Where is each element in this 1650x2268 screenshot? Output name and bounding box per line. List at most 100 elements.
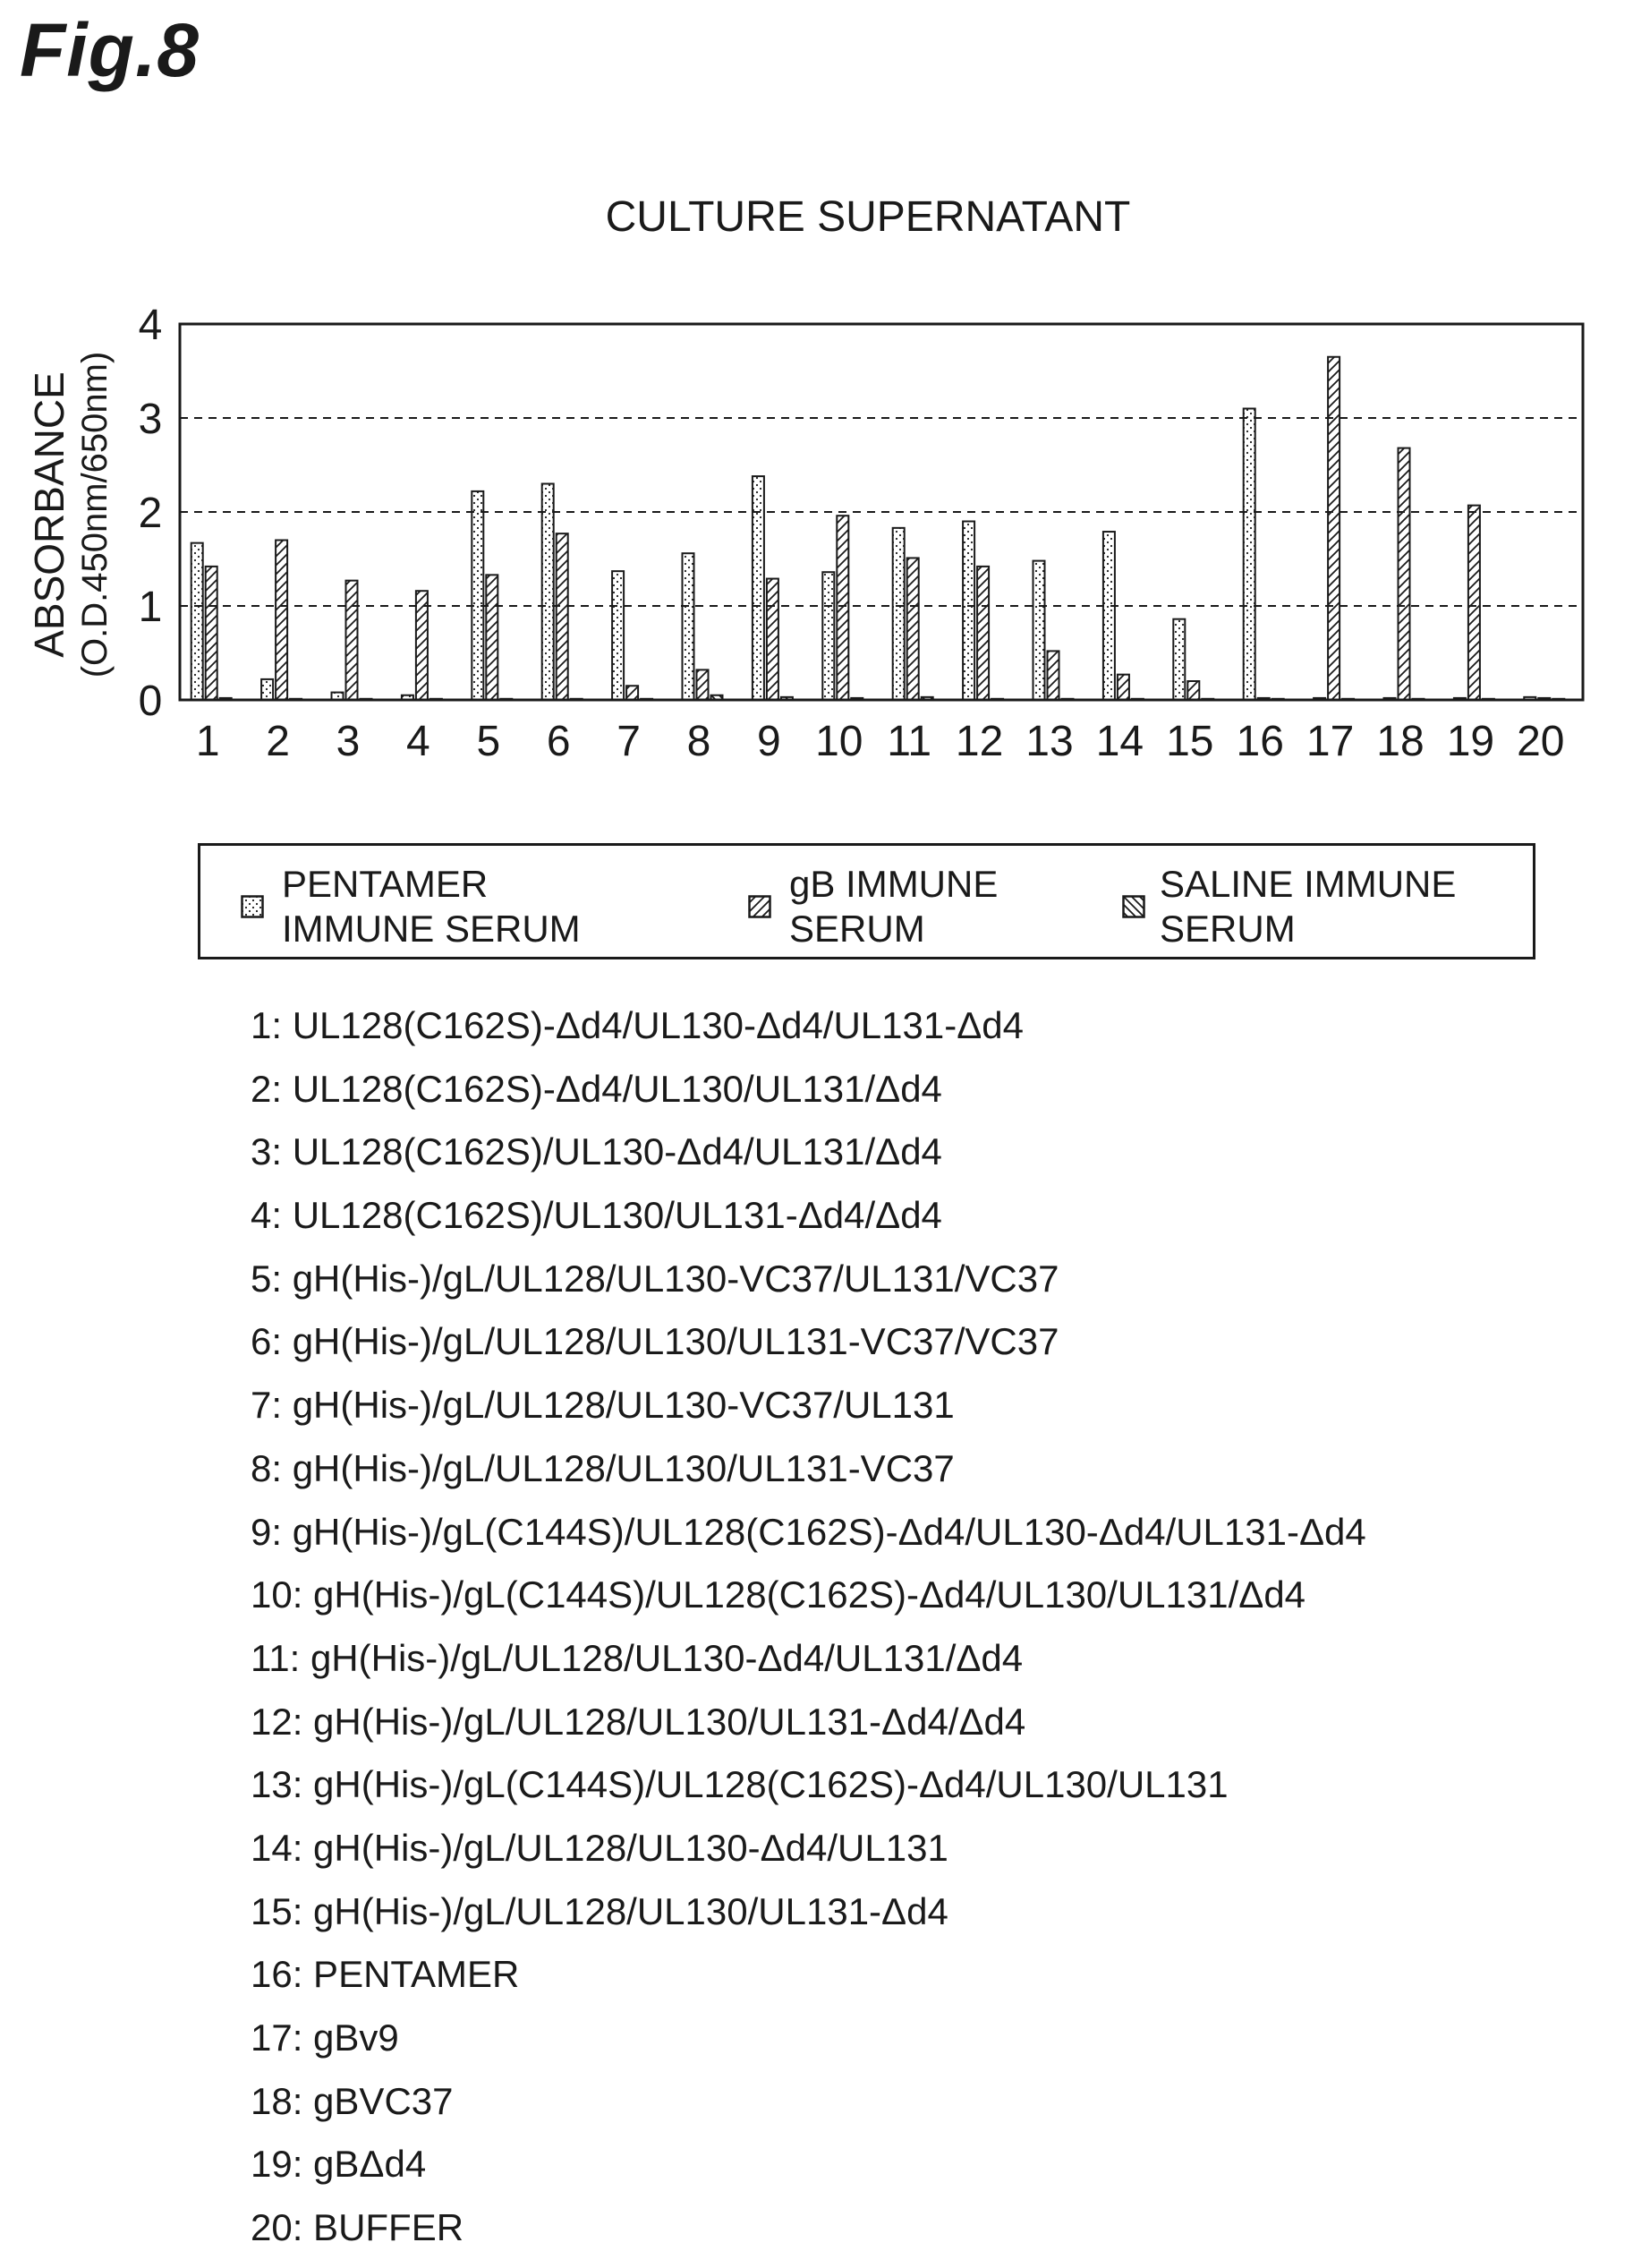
legend-swatch-crosshatch-icon	[1122, 895, 1145, 918]
sample-key-item: 18: gBVC37	[251, 2079, 454, 2122]
bar-pentamer	[1172, 618, 1186, 702]
bar-gb	[1256, 696, 1271, 702]
bar-saline	[1411, 697, 1425, 701]
y-tick-label: 4	[139, 302, 163, 349]
x-tick-label: 20	[1517, 718, 1564, 765]
bar-gb	[275, 539, 289, 701]
bar-gb	[1327, 355, 1341, 701]
bar-saline	[1130, 697, 1144, 701]
x-tick-label: 7	[617, 718, 641, 765]
bar-pentamer	[1523, 695, 1537, 701]
bar-pentamer	[751, 475, 765, 701]
bar-gb	[1537, 696, 1552, 702]
y-axis-label-units: (O.D.450nm/650nm)	[75, 352, 115, 678]
y-tick-label: 2	[139, 490, 163, 537]
sample-key-item: 10: gH(His-)/gL(C144S)/UL128(C162S)-Δd4/…	[251, 1573, 1306, 1616]
x-tick-label: 18	[1376, 718, 1424, 765]
sample-key-item: 20: BUFFER	[251, 2206, 464, 2249]
y-tick-label: 3	[139, 396, 163, 443]
bar-saline	[640, 697, 654, 701]
bar-gb	[485, 574, 499, 701]
sample-key-list: 1: UL128(C162S)-Δd4/UL130-Δd4/UL131-Δd4 …	[251, 1002, 1366, 2268]
sample-key-item: 2: UL128(C162S)-Δd4/UL130/UL131/Δd4	[251, 1067, 942, 1110]
legend-label: SERUM	[789, 908, 925, 950]
bar-gb	[765, 577, 779, 701]
sample-key-item: 11: gH(His-)/gL/UL128/UL130-Δd4/UL131/Δd…	[251, 1636, 1024, 1679]
x-tick-label: 4	[406, 718, 430, 765]
x-tick-label: 11	[887, 718, 931, 765]
bar-saline	[1552, 697, 1566, 701]
bar-gb	[695, 669, 710, 702]
bar-saline	[1060, 697, 1075, 701]
x-tick-label: 8	[687, 718, 711, 765]
legend-label: SERUM	[1160, 908, 1296, 950]
x-tick-label: 3	[336, 718, 361, 765]
bar-pentamer	[330, 691, 344, 701]
bar-gb	[976, 565, 991, 702]
sample-key-item: 12: gH(His-)/gL/UL128/UL130/UL131-Δd4/Δd…	[251, 1700, 1026, 1743]
chart-title: CULTURE SUPERNATANT	[606, 193, 1131, 241]
bar-pentamer	[1101, 531, 1116, 701]
bar-pentamer	[1032, 559, 1046, 701]
sample-key-item: 8: gH(His-)/gL/UL128/UL130/UL131-VC37	[251, 1446, 955, 1489]
sample-key-item: 15: gH(His-)/gL/UL128/UL130/UL131-Δd4	[251, 1889, 948, 1932]
sample-key-item: 3: UL128(C162S)/UL130-Δd4/UL131/Δd4	[251, 1130, 942, 1173]
bar-saline	[499, 697, 514, 701]
sample-key-item: 1: UL128(C162S)-Δd4/UL130-Δd4/UL131-Δd4	[251, 1004, 1024, 1046]
bar-gb	[1046, 650, 1060, 702]
sample-key-item: 19: gBΔd4	[251, 2143, 427, 2186]
bar-saline	[569, 697, 583, 701]
bar-saline	[218, 696, 233, 702]
legend-label: SALINE IMMUNE	[1160, 863, 1457, 905]
bar-gb	[204, 565, 218, 702]
bar-pentamer	[1242, 407, 1256, 701]
bar-pentamer	[821, 571, 836, 702]
bar-pentamer	[260, 678, 275, 702]
bar-saline	[1481, 697, 1495, 701]
sample-key-item: 14: gH(His-)/gL/UL128/UL130-Δd4/UL131	[251, 1826, 948, 1869]
bar-pentamer	[891, 526, 906, 701]
bar-gb	[906, 557, 920, 702]
x-tick-label: 10	[815, 718, 863, 765]
sample-key-item: 16: PENTAMER	[251, 1953, 520, 1996]
x-tick-label: 9	[757, 718, 781, 765]
legend-label: gB IMMUNE	[789, 863, 999, 905]
bar-pentamer	[681, 552, 695, 702]
sample-key-item: 4: UL128(C162S)/UL130/UL131-Δd4/Δd4	[251, 1194, 942, 1237]
legend-swatch-hatch-icon	[748, 895, 771, 918]
x-tick-label: 17	[1306, 718, 1354, 765]
chart-legend: PENTAMER IMMUNE SERUM gB IMMUNE SERUM SA…	[198, 843, 1535, 959]
bar-saline	[1271, 697, 1285, 701]
y-tick-label: 1	[139, 584, 163, 631]
bar-gb	[555, 533, 569, 702]
x-tick-label: 6	[547, 718, 571, 765]
bar-gb	[1467, 504, 1481, 702]
x-tick-label: 14	[1096, 718, 1144, 765]
bar-saline	[289, 697, 303, 701]
bar-gb	[414, 590, 429, 702]
bar-pentamer	[471, 490, 485, 702]
x-tick-label: 16	[1237, 718, 1284, 765]
sample-key-item: 5: gH(His-)/gL/UL128/UL130-VC37/UL131/VC…	[251, 1257, 1059, 1300]
sample-key-item: 13: gH(His-)/gL(C144S)/UL128(C162S)-Δd4/…	[251, 1763, 1229, 1806]
y-axis-label: ABSORBANCE	[26, 371, 72, 658]
legend-label: IMMUNE SERUM	[282, 908, 581, 950]
bar-gb	[1116, 673, 1130, 702]
legend-swatch-dots-icon	[241, 895, 264, 918]
bar-gb	[1397, 447, 1411, 701]
bar-saline	[710, 694, 724, 701]
sample-key-item: 7: gH(His-)/gL/UL128/UL130-VC37/UL131	[251, 1384, 955, 1427]
x-tick-label: 5	[476, 718, 500, 765]
bar-saline	[779, 695, 794, 701]
bar-pentamer	[400, 694, 414, 701]
legend-label: PENTAMER	[282, 863, 489, 905]
bar-saline	[920, 695, 934, 701]
sample-key-item: 9: gH(His-)/gL(C144S)/UL128(C162S)-Δd4/U…	[251, 1510, 1366, 1553]
x-tick-label: 2	[266, 718, 290, 765]
x-tick-label: 15	[1166, 718, 1213, 765]
bar-saline	[359, 697, 373, 701]
bar-gb	[1186, 680, 1201, 701]
bar-gb	[836, 515, 850, 702]
plot-frame	[178, 322, 1585, 702]
bar-pentamer	[962, 520, 976, 701]
